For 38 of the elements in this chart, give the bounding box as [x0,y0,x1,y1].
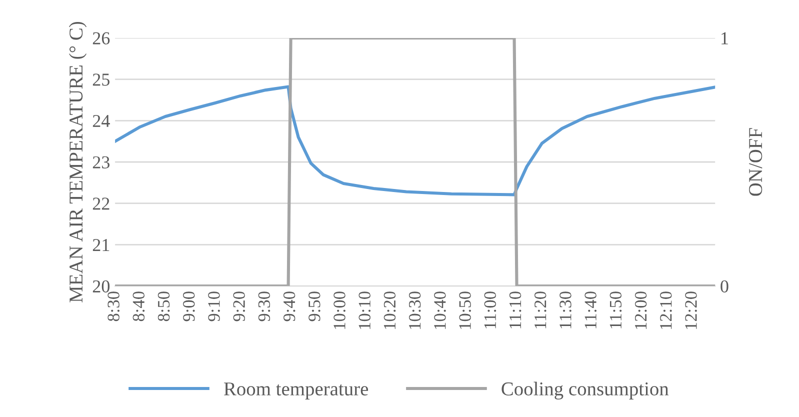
x-tick-label: 10:20 [384,292,396,329]
x-tick-label: 9:20 [233,292,246,322]
x-tick-label: 9:10 [208,292,220,322]
x-tick-label: 11:40 [584,292,597,328]
y-tick-label: 25 [92,74,110,86]
y-axis-title: MEAN AIR TEMPERATURE (° C) [68,22,87,302]
x-tick-label: 10:40 [434,292,446,329]
x-tick-label: 12:20 [685,292,697,329]
x-tick-label: 9:00 [183,292,195,322]
x-tick-label: 10:10 [358,292,371,329]
x-tick-label: 8:50 [158,292,170,322]
y-tick-label: 20 [92,280,110,293]
x-tick-label: 10:50 [459,292,471,329]
x-tick-label: 11:10 [509,292,522,328]
x-tick-label: 11:20 [534,292,546,328]
x-tick-label: 8:40 [132,292,145,322]
y-tick-label: 23 [92,156,110,168]
x-tick-label: 11:50 [610,292,622,328]
x-tick-label: 8:30 [108,292,120,322]
x-tick-label: 11:30 [560,292,572,328]
x-tick-label: 12:00 [634,292,647,329]
x-tick-label: 12:10 [660,292,672,329]
y-tick-label: 21 [92,239,110,251]
legend-label: Room temperature [224,382,368,400]
x-tick-label: 9:40 [283,292,296,322]
y-tick-label: 26 [92,32,110,44]
x-tick-label: 10:00 [334,292,346,329]
y2-axis-title: ON/OFF [749,128,762,196]
y2-tick-label: 1 [722,32,728,44]
x-tick-label: 11:00 [484,292,496,328]
y-tick-label: 22 [92,198,110,210]
x-tick-label: 9:30 [258,292,270,322]
x-tick-label: 10:30 [408,292,421,329]
line-series [115,85,716,196]
y2-tick-label: 0 [720,280,728,293]
x-tick-label: 9:50 [308,292,320,322]
y-tick-label: 24 [92,114,110,127]
legend-label: Cooling consumption [502,382,669,400]
